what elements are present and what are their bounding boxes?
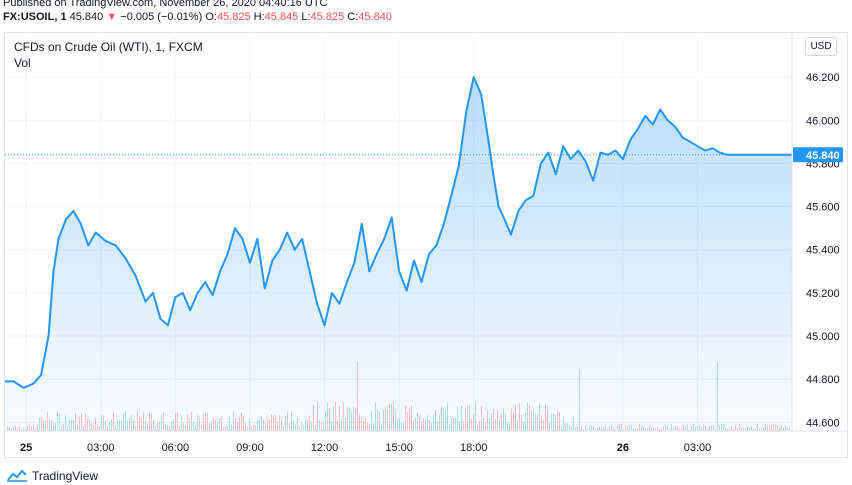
currency-button[interactable]: USD: [805, 37, 837, 56]
footer-brand: TradingView: [32, 469, 99, 483]
volume-legend: Vol: [14, 56, 31, 70]
x-tick-label: 26: [617, 442, 629, 454]
last-price: 45.840: [69, 11, 104, 23]
chart-legend-title: CFDs on Crude Oil (WTI), 1, FXCM: [14, 40, 203, 54]
chart-frame: [4, 32, 848, 458]
price-area-fill: [5, 77, 792, 431]
high-value: 45.845: [264, 11, 299, 23]
x-tick-label: 12:00: [311, 442, 339, 454]
tradingview-logo[interactable]: TradingView: [6, 469, 98, 483]
last-price-tag: [793, 147, 843, 163]
x-tick-label: 18:00: [460, 442, 488, 454]
down-arrow-icon: ▼: [106, 11, 118, 23]
price-axis[interactable]: 44.600 44.800 45.000 45.200 45.400 45.600 45.8…: [791, 32, 840, 431]
price-line: [5, 76, 792, 389]
x-tick-label: 15:00: [385, 442, 413, 454]
y-tick-label: 44.600: [806, 417, 840, 429]
tradingview-cloud-icon: [7, 470, 27, 482]
close-label: C:: [347, 11, 359, 23]
published-note: Published on TradingView.com, November 2…: [3, 0, 328, 9]
y-tick-label: 46.000: [806, 115, 840, 127]
change-value: −0.005 (−0.01%): [120, 11, 203, 23]
x-tick-label: 09:00: [236, 442, 264, 454]
x-tick-label: 03:00: [684, 442, 712, 454]
y-tick-label: 45.200: [806, 288, 840, 300]
open-label: O:: [205, 11, 217, 23]
high-label: H:: [253, 11, 265, 23]
y-tick-label: 44.800: [806, 374, 840, 386]
low-label: L:: [301, 11, 311, 23]
x-tick-label: 25: [20, 442, 32, 454]
last-price-tag-label: 45.840: [806, 150, 840, 162]
low-value: 45.825: [310, 11, 345, 23]
x-tick-label: 03:00: [87, 442, 115, 454]
ohlc-bar: FX:USOIL, 1 45.840 ▼ −0.005 (−0.01%) O:4…: [3, 11, 392, 23]
y-tick-label: 45.400: [806, 245, 840, 257]
symbol-label: FX:USOIL, 1: [3, 11, 67, 23]
close-value: 45.840: [358, 11, 392, 23]
y-tick-label: 46.200: [806, 72, 840, 84]
open-value: 45.825: [216, 11, 251, 23]
time-axis[interactable]: 25 03:00 06:00 09:00 12:00 15:00 18:00 26 03:00: [4, 430, 848, 454]
y-tick-label: 45.000: [806, 331, 840, 343]
y-tick-label: 45.600: [806, 202, 840, 214]
x-tick-label: 06:00: [162, 442, 190, 454]
